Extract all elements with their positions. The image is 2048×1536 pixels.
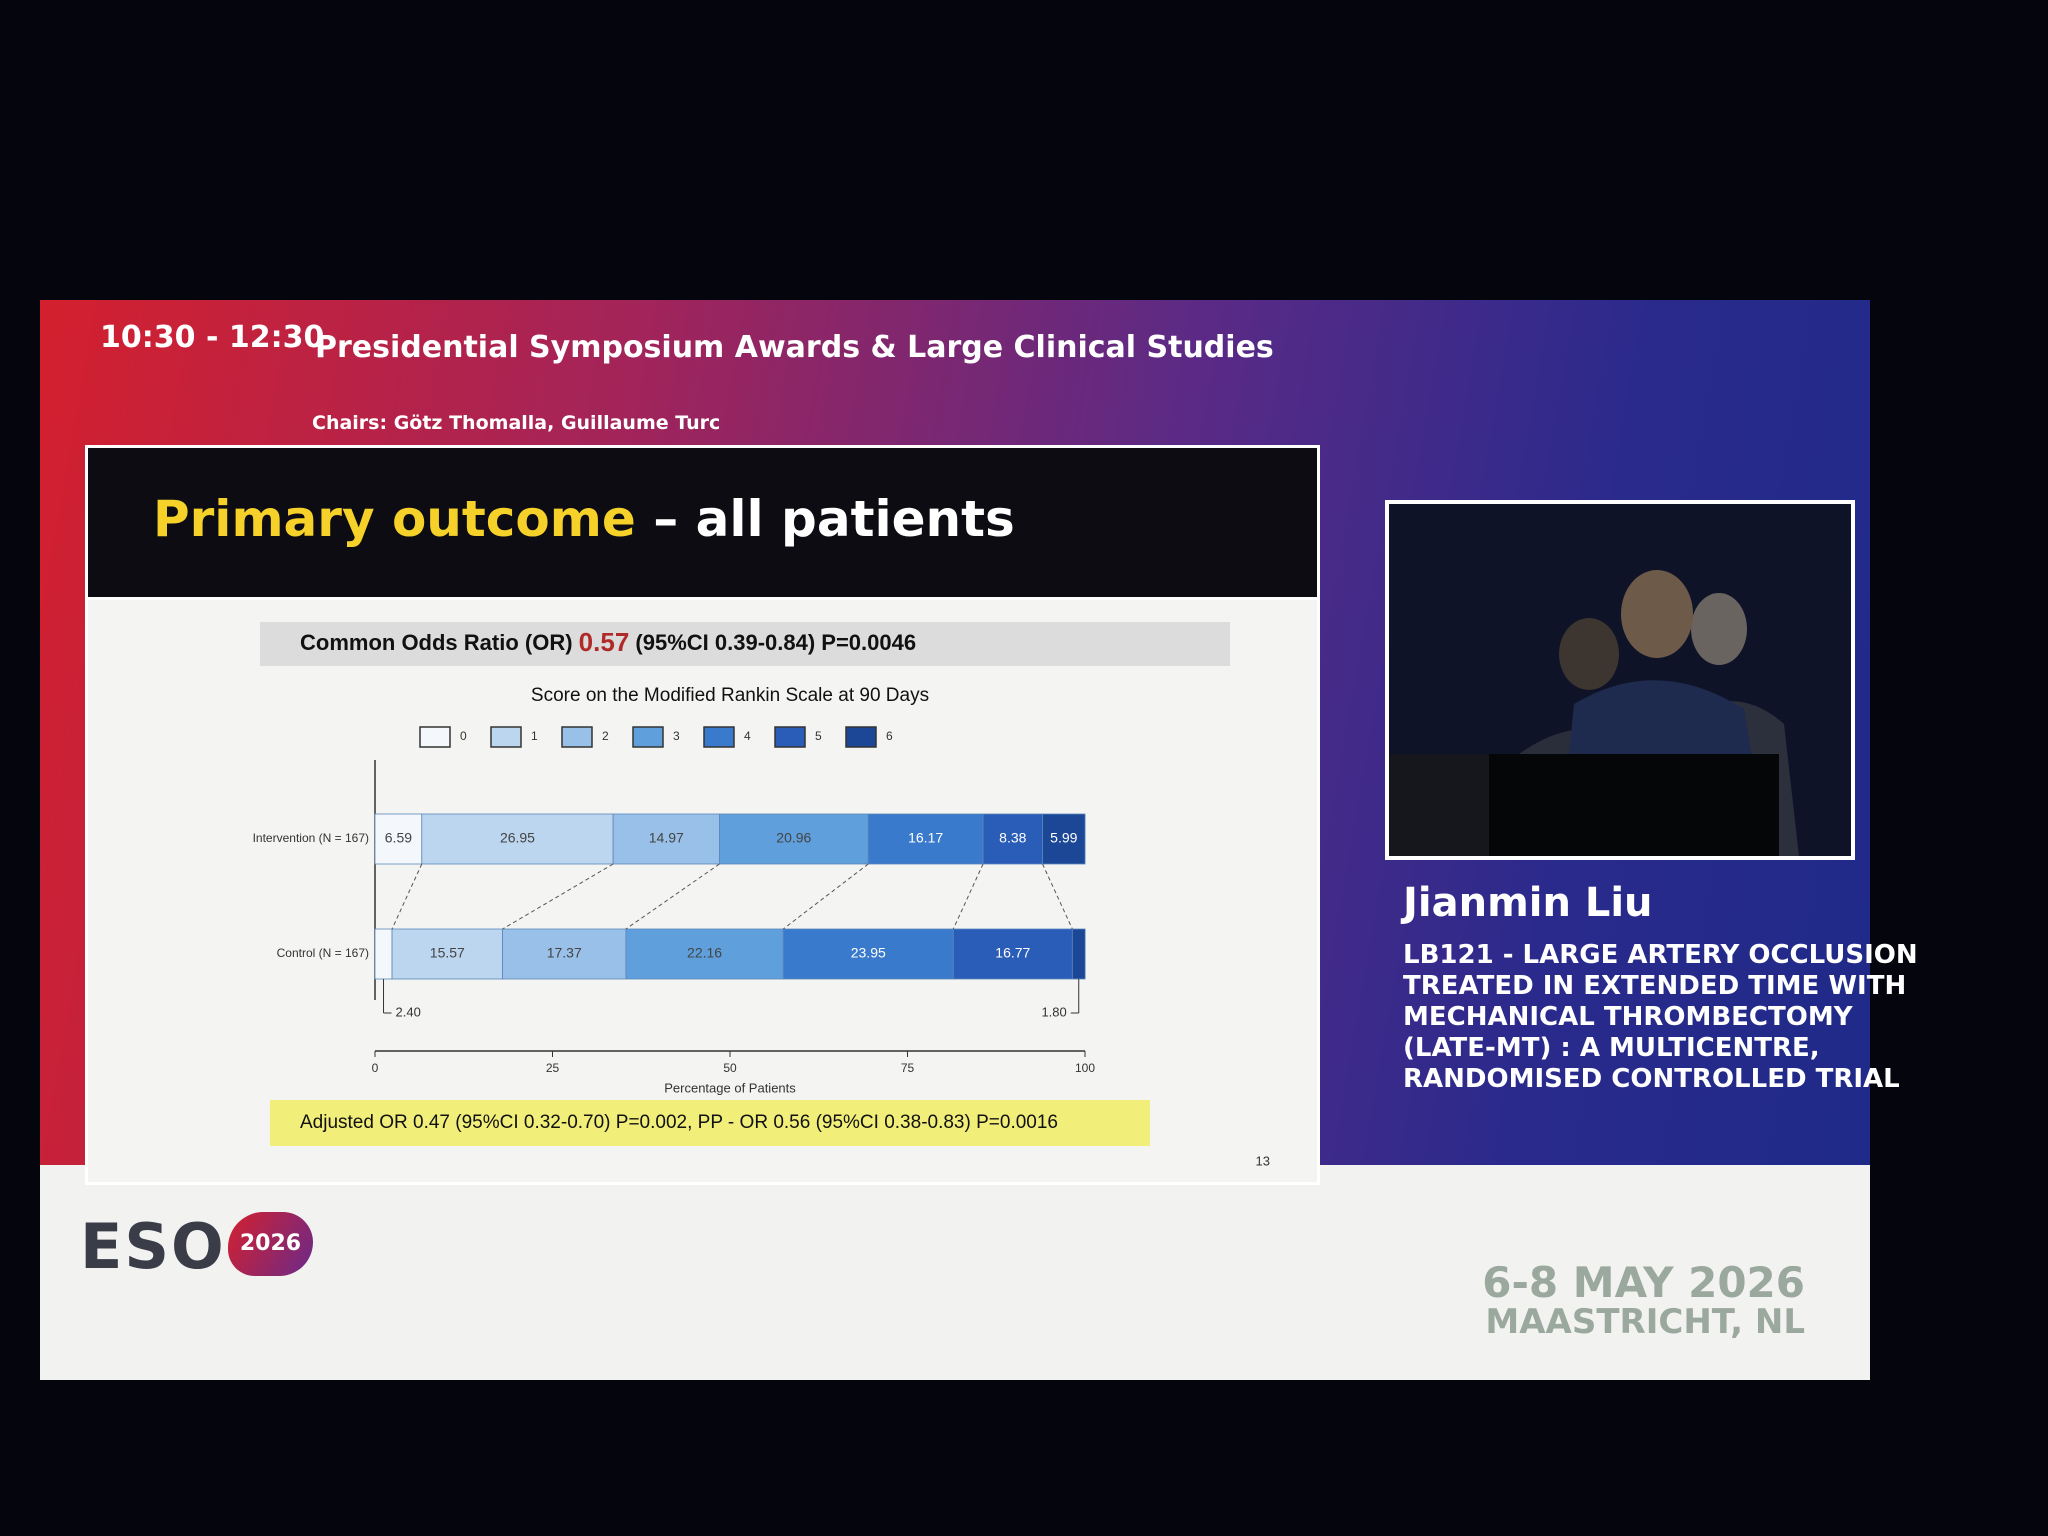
talk-line: LB121 - LARGE ARTERY OCCLUSION [1403,940,1918,970]
person [1559,618,1619,690]
bar-segment [374,928,393,980]
speaker-name: Jianmin Liu [1403,880,1653,926]
monitor [1389,754,1489,856]
footer-band [40,1165,1870,1380]
value-label: 1.80 [1041,1004,1066,1019]
value-label: 5.99 [1050,830,1077,846]
x-tick-label: 50 [723,1061,737,1075]
slide-title-bar: Primary outcome – all patients [85,445,1320,600]
x-tick-label: 75 [901,1061,915,1075]
session-time: 10:30 - 12:30 [100,320,325,355]
talk-line: TREATED IN EXTENDED TIME WITH [1403,971,1907,1001]
connector [952,863,984,930]
bar-segment [867,813,984,865]
person [1691,593,1747,665]
location: MAASTRICHT, NL [1485,1302,1805,1342]
video-frame [1389,504,1851,856]
chairs: Chairs: Götz Thomalla, Guillaume Turc [312,412,721,434]
x-tick-label: 0 [372,1061,379,1075]
y-tick-label: Control (N = 167) [277,946,369,960]
value-label: 16.17 [908,830,943,846]
legend-swatch [490,726,522,748]
x-tick-label: 25 [546,1061,560,1075]
value-label: 20.96 [776,830,811,846]
bar-segment [625,928,784,980]
connector [502,863,614,930]
dates: 6-8 MAY 2026 [1482,1258,1805,1307]
bar-segment [782,928,954,980]
legend-label: 6 [886,729,893,743]
y-tick-label: Intervention (N = 167) [253,831,369,845]
bar-segment [982,813,1043,865]
bar-segment [1071,928,1086,980]
talk-line: RANDOMISED CONTROLLED TRIAL [1403,1064,1900,1094]
connector [782,863,869,930]
logo-year: 2026 [228,1212,313,1276]
value-label: 26.95 [500,830,535,846]
legend-swatch [774,726,806,748]
chart: Common Odds Ratio (OR) 0.57 (95%CI 0.39-… [253,622,1270,1168]
value-label: 16.77 [995,945,1030,961]
bar-segment [421,813,614,865]
bar-segment [1042,813,1086,865]
bar-segment [952,928,1073,980]
connector [391,863,423,930]
legend-label: 1 [531,729,538,743]
connector [1042,863,1073,930]
value-label: 6.59 [385,830,412,846]
talk-line: (LATE-MT) : A MULTICENTRE, [1403,1033,1820,1063]
podium [1489,754,1779,856]
session-title: Presidential Symposium Awards & Large Cl… [315,330,1274,365]
or-label: Common Odds Ratio (OR) [300,630,573,655]
legend-swatch [845,726,877,748]
talk-title: LB121 - LARGE ARTERY OCCLUSION TREATED I… [1403,940,1918,1095]
or-detail: (95%CI 0.39-0.84) P=0.0046 [635,630,916,655]
page-number: 13 [1256,1153,1270,1168]
value-label: 8.38 [999,830,1026,846]
legend-label: 5 [815,729,822,743]
value-label: 22.16 [687,945,722,961]
x-tick-label: 100 [1075,1061,1095,1075]
bar-segment [502,928,627,980]
bar-segment [612,813,720,865]
chart-title: Score on the Modified Rankin Scale at 90… [531,685,929,706]
adjusted-or: Adjusted OR 0.47 (95%CI 0.32-0.70) P=0.0… [300,1112,1058,1133]
legend-swatch [561,726,593,748]
talk-line: MECHANICAL THROMBECTOMY [1403,1002,1853,1032]
title-rest: – all patients [653,490,1015,548]
value-label: 23.95 [851,945,886,961]
connector [625,863,720,930]
x-axis-label: Percentage of Patients [664,1080,796,1095]
slide-title: Primary outcome – all patients [153,490,1015,548]
value-label: 2.40 [396,1004,421,1019]
legend-label: 0 [460,729,467,743]
legend-swatch [632,726,664,748]
legend-swatch [703,726,735,748]
value-label: 14.97 [649,830,684,846]
or-line: Common Odds Ratio (OR) 0.57 (95%CI 0.39-… [300,627,916,657]
or-value: 0.57 [579,627,630,657]
speaker-video [1385,500,1855,860]
title-highlight: Primary outcome [153,490,636,548]
speaker [1621,570,1693,658]
legend-label: 3 [673,729,680,743]
bar-segment [374,813,423,865]
or-box [260,622,1230,666]
legend-label: 2 [602,729,609,743]
bar-segment [719,813,869,865]
legend-label: 4 [744,729,751,743]
legend-swatch [419,726,451,748]
value-label: 17.37 [547,945,582,961]
value-label: 15.57 [430,945,465,961]
adjusted-highlight [270,1100,1150,1146]
bar-segment [391,928,503,980]
